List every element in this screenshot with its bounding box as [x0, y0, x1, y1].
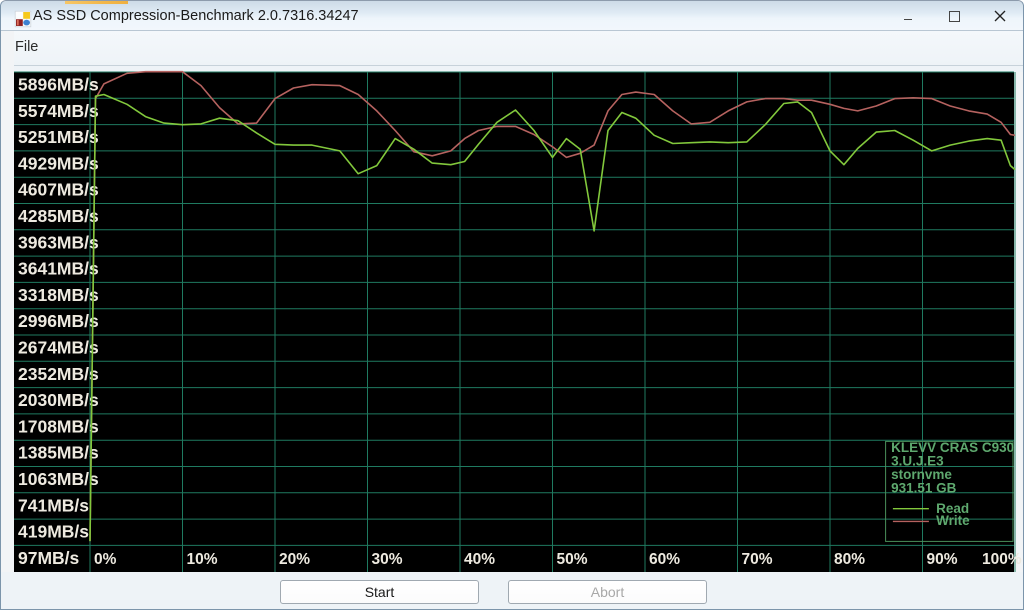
svg-text:40%: 40%: [464, 551, 495, 568]
svg-text:5574MB/s: 5574MB/s: [18, 101, 99, 121]
svg-text:3963MB/s: 3963MB/s: [18, 232, 99, 252]
svg-text:30%: 30%: [372, 551, 403, 568]
svg-text:3318MB/s: 3318MB/s: [18, 285, 99, 305]
svg-text:3641MB/s: 3641MB/s: [18, 259, 99, 279]
svg-text:50%: 50%: [557, 551, 588, 568]
svg-text:4285MB/s: 4285MB/s: [18, 206, 99, 226]
svg-text:100%: 100%: [982, 551, 1022, 568]
svg-text:4929MB/s: 4929MB/s: [18, 153, 99, 173]
svg-text:5251MB/s: 5251MB/s: [18, 127, 99, 147]
svg-text:80%: 80%: [834, 551, 865, 568]
svg-text:741MB/s: 741MB/s: [18, 495, 89, 515]
svg-text:60%: 60%: [649, 551, 680, 568]
svg-text:2674MB/s: 2674MB/s: [18, 338, 99, 358]
svg-text:2030MB/s: 2030MB/s: [18, 390, 99, 410]
svg-text:2996MB/s: 2996MB/s: [18, 311, 99, 331]
svg-text:20%: 20%: [279, 551, 310, 568]
svg-text:4607MB/s: 4607MB/s: [18, 180, 99, 200]
svg-text:97MB/s: 97MB/s: [18, 548, 80, 568]
svg-text:0%: 0%: [94, 551, 117, 568]
svg-text:70%: 70%: [742, 551, 773, 568]
svg-text:1063MB/s: 1063MB/s: [18, 469, 99, 489]
svg-text:419MB/s: 419MB/s: [18, 522, 89, 542]
svg-text:2352MB/s: 2352MB/s: [18, 364, 99, 384]
svg-text:90%: 90%: [927, 551, 958, 568]
svg-text:Write: Write: [936, 513, 970, 528]
svg-text:1385MB/s: 1385MB/s: [18, 443, 99, 463]
svg-text:5896MB/s: 5896MB/s: [18, 75, 99, 95]
svg-text:10%: 10%: [187, 551, 218, 568]
svg-text:1708MB/s: 1708MB/s: [18, 416, 99, 436]
svg-text:931.51 GB: 931.51 GB: [891, 481, 957, 496]
